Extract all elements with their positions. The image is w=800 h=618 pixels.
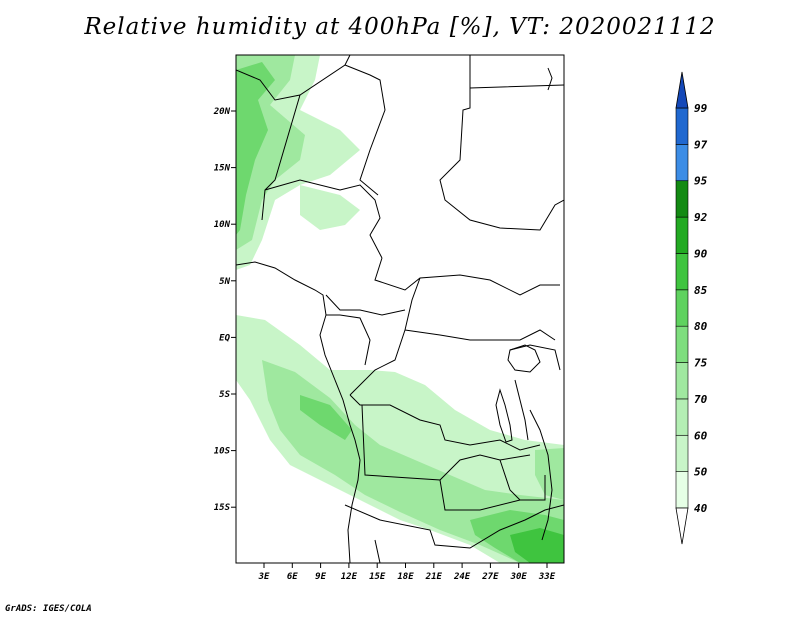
humidity-region-south-core: [262, 360, 564, 563]
grads-credit: GrADS: IGES/COLA: [5, 604, 92, 614]
longitude-labels: 3E 6E 9E 12E 15E 18E 21E 24E 27E 30E 33E: [258, 563, 556, 582]
colorbar-label: 97: [694, 138, 708, 151]
lon-label: 21E: [425, 572, 443, 582]
lat-label: 20N: [213, 107, 231, 117]
lon-label: 33E: [538, 572, 556, 582]
lat-label: 5N: [219, 277, 230, 287]
humidity-region-mozambique: [535, 448, 564, 500]
humidity-region-west-patch: [300, 185, 360, 230]
humidity-region-south-peak: [300, 395, 352, 440]
colorbar-label: 90: [694, 247, 708, 260]
country-borders: [236, 55, 564, 563]
lat-label: 15N: [214, 164, 231, 174]
colorbar: 40 50 60 70 75 80 85 90 92 95 97 99: [675, 71, 708, 545]
colorbar-bottom-arrow: [675, 507, 689, 545]
lon-label: 12E: [341, 572, 358, 582]
colorbar-box: [675, 216, 689, 254]
lat-label: 10S: [214, 447, 231, 457]
colorbar-label: 60: [694, 429, 708, 442]
colorbar-box: [675, 289, 689, 327]
colorbar-label: 50: [694, 466, 708, 479]
colorbar-label: 95: [694, 175, 708, 188]
lat-label: EQ: [219, 333, 230, 343]
lon-label: 6E: [287, 572, 298, 582]
lon-label: 18E: [397, 572, 414, 582]
colorbar-box: [675, 398, 689, 436]
colorbar-box: [675, 144, 689, 182]
colorbar-top-arrow: [675, 71, 689, 109]
lon-label: 9E: [315, 572, 326, 582]
lon-label: 24E: [453, 572, 471, 582]
map-frame: [235, 54, 565, 564]
border-lines-south: [344, 459, 564, 563]
lat-label: 10N: [214, 220, 231, 230]
lon-label: 30E: [510, 572, 528, 582]
lake-tanganyika: [495, 388, 513, 443]
colorbar-box: [675, 434, 689, 472]
colorbar-label: 70: [694, 393, 708, 406]
humidity-region-southeast-peak: [510, 528, 564, 563]
colorbar-label: 40: [694, 502, 708, 515]
border-lines-central: [325, 257, 560, 511]
lon-label: 27E: [481, 572, 499, 582]
colorbar-box: [675, 362, 689, 400]
colorbar-box: [675, 253, 689, 291]
lat-label: 5S: [219, 390, 230, 400]
chart-title: Relative humidity at 400hPa [%], VT: 202…: [84, 14, 716, 40]
colorbar-label: 75: [694, 357, 708, 370]
humidity-region-northwest-peak: [236, 62, 275, 235]
colorbar-box: [675, 180, 689, 218]
colorbar-label: 92: [694, 211, 708, 224]
lon-label: 15E: [369, 572, 386, 582]
border-lines-north: [236, 55, 564, 259]
colorbar-box: [675, 107, 689, 145]
humidity-shading: [236, 55, 564, 563]
colorbar-label: 80: [694, 320, 708, 333]
colorbar-box: [675, 325, 689, 363]
colorbar-box: [675, 471, 689, 509]
coastline-horn: [509, 67, 561, 541]
colorbar-label: 99: [694, 102, 708, 115]
colorbar-label: 85: [694, 284, 708, 297]
latitude-labels: 20N 15N 10N 5N EQ 5S 10S 15S: [213, 107, 236, 513]
lon-label: 3E: [258, 572, 270, 582]
lat-label: 15S: [214, 503, 231, 513]
coastline-west-africa: [236, 261, 361, 563]
lake-victoria: [507, 344, 541, 373]
